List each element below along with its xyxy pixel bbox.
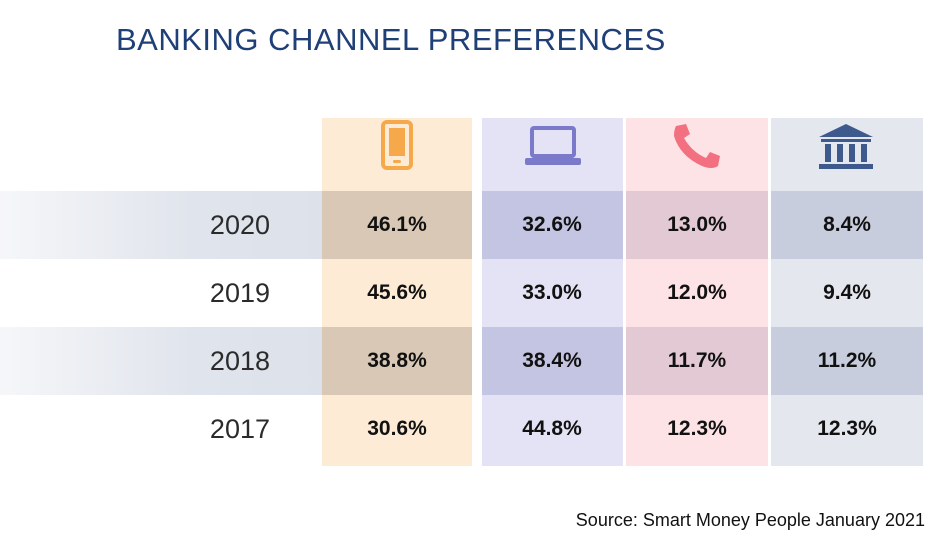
table-cell: 11.7% xyxy=(667,349,727,372)
column-online xyxy=(482,118,623,466)
column-mobile xyxy=(322,118,472,466)
table-cell: 38.8% xyxy=(367,349,427,372)
table-cell: 9.4% xyxy=(823,281,871,304)
table-cell: 33.0% xyxy=(522,281,582,304)
source-note: Source: Smart Money People January 2021 xyxy=(575,510,925,530)
table-cell: 13.0% xyxy=(667,213,727,236)
column-phone xyxy=(626,118,768,466)
table-cell: 46.1% xyxy=(367,213,427,236)
table-cell: 38.4% xyxy=(522,349,582,372)
column-branch xyxy=(771,118,923,466)
table-cell: 30.6% xyxy=(367,417,427,440)
row-band-2020 xyxy=(0,191,923,259)
bank-building-icon xyxy=(819,124,873,169)
row-year-label: 2019 xyxy=(209,278,270,308)
table-cell: 32.6% xyxy=(522,213,582,236)
chart-title: BANKING CHANNEL PREFERENCES xyxy=(116,22,666,57)
laptop-icon xyxy=(525,126,581,165)
mobile-phone-icon xyxy=(381,120,413,170)
table-cell: 12.3% xyxy=(667,417,727,440)
row-year-label: 2018 xyxy=(209,346,270,376)
table-cell: 12.3% xyxy=(817,417,877,440)
telephone-icon xyxy=(674,124,720,168)
table-cell: 8.4% xyxy=(823,213,871,236)
table-cell: 11.2% xyxy=(817,349,877,372)
table-cell: 45.6% xyxy=(367,281,427,304)
row-year-label: 2020 xyxy=(209,210,270,240)
table-cell: 12.0% xyxy=(667,281,727,304)
row-band-2018 xyxy=(0,327,923,395)
row-year-label: 2017 xyxy=(209,414,270,444)
table-cell: 44.8% xyxy=(522,417,582,440)
